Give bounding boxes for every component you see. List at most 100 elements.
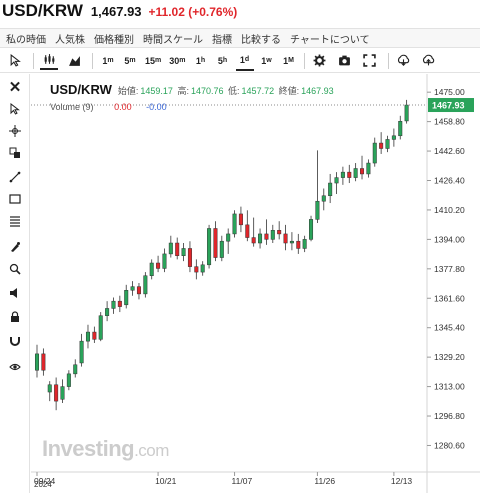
candle-body bbox=[187, 248, 192, 267]
candle-body bbox=[143, 275, 148, 295]
candle-body bbox=[264, 233, 269, 240]
candle-body bbox=[136, 286, 141, 295]
time-tick-label: 12/13 bbox=[391, 476, 413, 486]
candle-body bbox=[175, 242, 180, 256]
fullscreen-icon[interactable] bbox=[361, 52, 379, 70]
timeframe-30m[interactable]: 30 m bbox=[167, 51, 187, 71]
trendline-icon[interactable] bbox=[6, 168, 24, 186]
candle-body bbox=[47, 384, 52, 393]
price-tick-label: 1313.00 bbox=[434, 382, 465, 392]
close-icon[interactable]: ✕ bbox=[8, 79, 22, 96]
candle-body bbox=[353, 168, 358, 178]
price-tick-label: 1410.20 bbox=[434, 205, 465, 215]
toolbar-divider bbox=[92, 52, 93, 69]
last-price: 1,467.93 bbox=[90, 4, 142, 19]
price-tick-label: 1442.60 bbox=[434, 146, 465, 156]
toolbar-divider bbox=[303, 52, 305, 69]
timeframe-value: 1 bbox=[195, 55, 201, 66]
candle-body bbox=[404, 104, 409, 122]
sound-icon[interactable] bbox=[6, 284, 24, 302]
menu-time-scale[interactable]: 時間スケール bbox=[143, 34, 203, 46]
candle-body bbox=[283, 233, 288, 244]
gear-icon[interactable] bbox=[311, 52, 329, 70]
crosshair-icon[interactable] bbox=[6, 122, 24, 140]
cursor-icon[interactable] bbox=[6, 52, 24, 70]
rectangle-icon[interactable] bbox=[6, 190, 24, 208]
price-chart[interactable]: 1475.00 1458.80 1442.60 1426.40 1410.20 1394.… bbox=[31, 74, 480, 493]
candle-body bbox=[162, 253, 167, 269]
timeframe-unit: m bbox=[129, 57, 136, 64]
high-label: 高: bbox=[177, 86, 189, 96]
toolbar-divider bbox=[33, 52, 34, 69]
candle-body bbox=[302, 239, 307, 249]
candle-body bbox=[111, 300, 116, 309]
ohlc-legend: USD/KRW 始値: 1459.17 高: 1470.76 低: 1457.72 終… bbox=[50, 82, 336, 97]
candle-body bbox=[181, 248, 186, 256]
candle-body bbox=[347, 171, 352, 178]
menu-compare[interactable]: 比較する bbox=[241, 34, 281, 46]
chart-menu-bar: 私の時価 人気株 価格種別 時間スケール 指標 比較する チャートについて bbox=[0, 28, 480, 48]
candle-body bbox=[270, 230, 275, 240]
magnet-icon[interactable] bbox=[6, 332, 24, 350]
volume-label: Volume bbox=[50, 102, 81, 112]
download-icon[interactable] bbox=[395, 52, 413, 70]
timeframe-unit: m bbox=[107, 57, 114, 64]
brush-icon[interactable] bbox=[6, 238, 24, 256]
menu-indicators[interactable]: 指標 bbox=[212, 34, 232, 46]
candle-body bbox=[321, 195, 326, 202]
timeframe-15m[interactable]: 15 m bbox=[143, 51, 163, 71]
volume-legend: Volume (9) 0.00 -0.00 bbox=[50, 102, 167, 112]
cursor-icon[interactable] bbox=[6, 100, 24, 118]
candle-body bbox=[245, 224, 250, 238]
open-value: 1459.17 bbox=[140, 86, 173, 96]
open-label: 始値: bbox=[117, 86, 139, 96]
cloud-upload-icon[interactable] bbox=[420, 52, 438, 70]
candle-body bbox=[98, 315, 103, 340]
menu-my-prices[interactable]: 私の時価 bbox=[6, 34, 46, 46]
lock-icon[interactable] bbox=[6, 308, 24, 326]
candle-body bbox=[238, 213, 243, 226]
eye-icon[interactable] bbox=[6, 358, 24, 376]
candle-body bbox=[232, 213, 237, 235]
candle-body bbox=[54, 384, 59, 402]
candle-body bbox=[73, 364, 78, 375]
time-tick-label: 11/26 bbox=[314, 476, 335, 486]
candle-body bbox=[168, 242, 173, 255]
time-tick-label: 11/07 bbox=[232, 476, 253, 486]
timeframe-value: 30 bbox=[169, 55, 180, 66]
timeframe-value: 1 bbox=[102, 55, 108, 66]
price-tick-label: 1361.60 bbox=[434, 293, 465, 303]
price-change: +11.02 (+0.76%) bbox=[148, 5, 238, 19]
candle-body bbox=[309, 219, 314, 240]
price-tick-label: 1296.80 bbox=[434, 411, 465, 421]
timeframe-unit: d bbox=[244, 56, 250, 63]
candle-body bbox=[34, 353, 40, 371]
price-tick-label: 1377.80 bbox=[434, 264, 465, 274]
price-tick-label: 1394.00 bbox=[434, 234, 465, 244]
pattern-icon[interactable] bbox=[6, 144, 24, 162]
menu-popular-stocks[interactable]: 人気株 bbox=[55, 34, 85, 46]
low-label: 低: bbox=[228, 86, 240, 96]
camera-icon[interactable] bbox=[336, 52, 354, 70]
time-tick-label: 10/21 bbox=[155, 476, 177, 486]
price-tick-label: 1475.00 bbox=[434, 87, 465, 97]
menu-price-type[interactable]: 価格種別 bbox=[94, 34, 134, 46]
area-chart-icon[interactable] bbox=[65, 52, 83, 70]
zoom-icon[interactable] bbox=[6, 260, 24, 278]
candle-body bbox=[149, 262, 154, 276]
watermark-suffix: .com bbox=[134, 441, 169, 460]
candle-body bbox=[366, 162, 371, 175]
fibonacci-icon[interactable] bbox=[6, 212, 24, 230]
last-price-tag-label: 1467.93 bbox=[432, 101, 465, 111]
candlestick-icon[interactable] bbox=[40, 52, 58, 70]
menu-about-chart[interactable]: チャートについて bbox=[290, 34, 370, 46]
volume-period: (9) bbox=[82, 102, 94, 112]
timeframe-value: 1 bbox=[239, 54, 245, 65]
